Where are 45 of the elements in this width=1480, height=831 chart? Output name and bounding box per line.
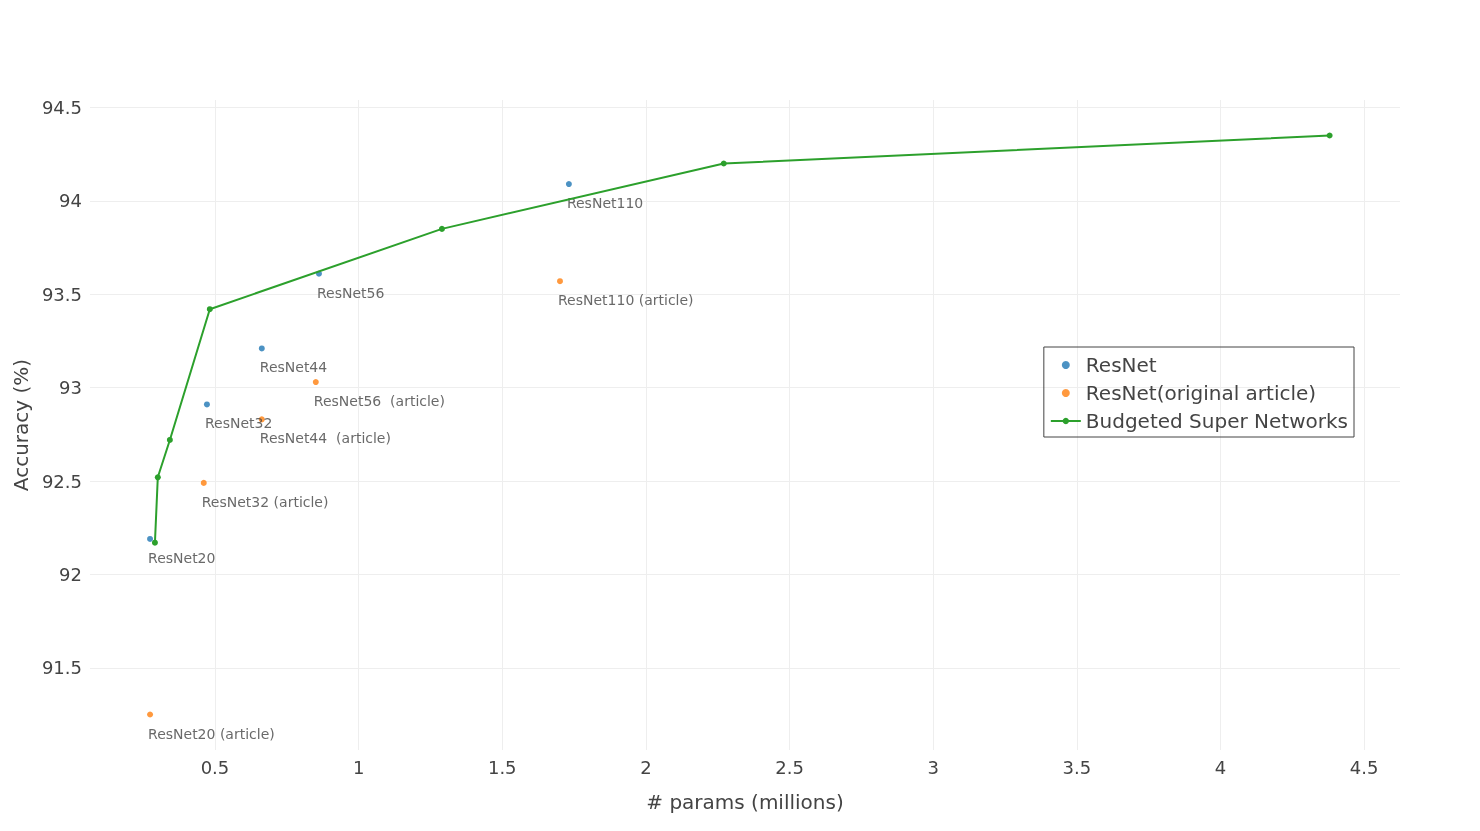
point bbox=[154, 474, 161, 481]
point bbox=[206, 306, 213, 313]
legend-label: ResNet(original article) bbox=[1085, 381, 1317, 405]
x-tick-label: 0.5 bbox=[200, 756, 230, 778]
x-tick-label: 3.5 bbox=[1062, 756, 1092, 778]
point bbox=[151, 539, 158, 546]
x-tick-label: 2 bbox=[640, 756, 652, 778]
y-tick-label: 91.5 bbox=[41, 657, 82, 679]
point bbox=[166, 436, 173, 443]
data-label: ResNet44 (article) bbox=[259, 430, 391, 447]
data-label: ResNet32 bbox=[204, 415, 273, 432]
x-axis-title: # params (millions) bbox=[646, 790, 844, 814]
data-label: ResNet32 (article) bbox=[201, 493, 329, 510]
y-tick-label: 94 bbox=[59, 190, 82, 212]
y-tick-label: 94.5 bbox=[41, 96, 82, 118]
data-label: ResNet110 (article) bbox=[557, 292, 694, 309]
data-label: ResNet56 bbox=[316, 284, 385, 301]
x-tick-label: 3 bbox=[927, 756, 939, 778]
x-tick-label: 4.5 bbox=[1349, 756, 1379, 778]
y-tick-label: 93.5 bbox=[41, 283, 82, 305]
data-label: ResNet110 bbox=[566, 195, 644, 212]
point bbox=[312, 379, 319, 386]
data-label: ResNet20 (article) bbox=[148, 725, 275, 742]
legend-label: Budgeted Super Networks bbox=[1085, 409, 1348, 433]
legend-label: ResNet bbox=[1085, 353, 1157, 377]
y-axis-title: Accuracy (%) bbox=[9, 358, 34, 492]
x-tick-label: 4 bbox=[1214, 756, 1227, 778]
point bbox=[200, 479, 207, 486]
x-tick-label: 2.5 bbox=[775, 756, 804, 778]
data-label: ResNet44 bbox=[259, 359, 328, 376]
x-tick-label: 1 bbox=[352, 756, 365, 778]
y-tick-label: 92.5 bbox=[41, 470, 82, 492]
point bbox=[565, 181, 572, 188]
point bbox=[1326, 132, 1333, 139]
y-tick-label: 93 bbox=[59, 377, 82, 399]
point bbox=[258, 345, 265, 352]
point bbox=[147, 535, 154, 542]
point bbox=[557, 278, 563, 285]
y-tick-label: 92 bbox=[59, 563, 82, 585]
data-label: ResNet56 (article) bbox=[313, 393, 445, 410]
point bbox=[438, 225, 445, 232]
x-tick-label: 1.5 bbox=[487, 756, 517, 778]
data-label: ResNet20 bbox=[148, 549, 216, 566]
point bbox=[203, 401, 210, 408]
point bbox=[147, 711, 154, 718]
